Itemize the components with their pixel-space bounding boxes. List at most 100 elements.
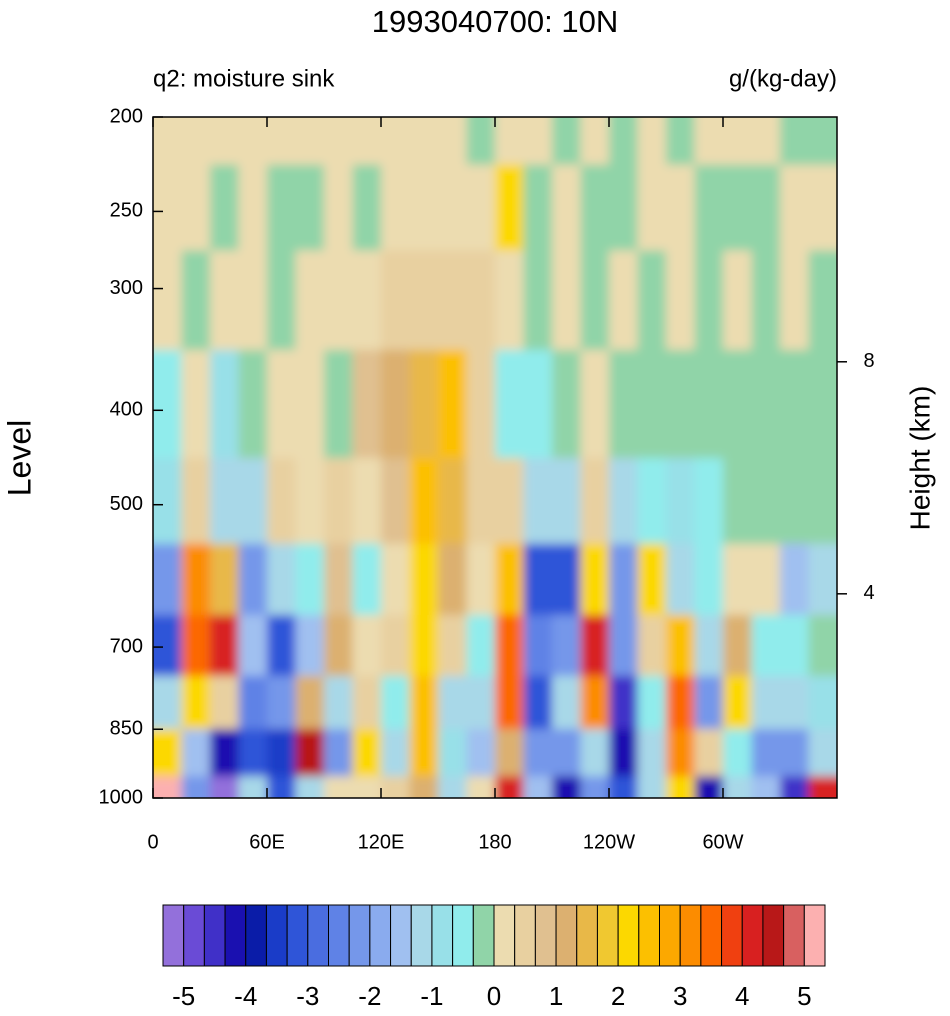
contour-cell [466,728,496,777]
contour-cell [267,675,296,730]
contour-cell [580,457,610,544]
contour-cell [295,249,325,350]
contour-cell [694,457,724,544]
contour-cell [580,543,610,615]
contour-cell [780,349,809,458]
contour-cell [694,775,724,798]
contour-cell [637,614,667,676]
colorbar-label: -4 [234,981,257,1011]
contour-cell [666,543,695,615]
contour-cell [409,249,439,350]
colorbar-label: 4 [735,981,749,1011]
contour-cell [295,457,325,544]
contour-cell [694,543,724,615]
contour-cell [181,349,211,458]
contour-cell [609,614,638,676]
contour-cell [181,117,211,165]
colorbar-box [596,904,619,967]
contour-cell [352,775,382,798]
contour-cell [181,249,211,350]
contour-cell [523,728,553,777]
contour-cell [751,728,781,777]
contour-cell [723,249,752,350]
contour-cell [808,349,837,458]
contour-cell [552,457,581,544]
contour-cell [495,614,524,676]
contour-cell [153,164,182,251]
contour-cell [210,249,239,350]
contour-cell [580,117,610,165]
contour-cell [666,614,695,676]
x-tick-label: 120E [358,831,405,853]
contour-cell [666,349,695,458]
contour-cell [523,543,553,615]
y-tick-label: 200 [110,105,143,127]
contour-cell [609,249,638,350]
colorbar-box [534,904,557,967]
contour-cell [381,614,410,676]
contour-cell [381,117,410,165]
contour-cell [181,543,211,615]
contour-cell [751,349,781,458]
contour-cell [523,249,553,350]
colorbar-box [493,904,516,967]
contour-cell [210,457,239,544]
contour-cell [780,675,809,730]
contour-cell [238,117,268,165]
contour-cell [780,614,809,676]
contour-cell [409,614,439,676]
contour-cell [352,728,382,777]
contour-cell [609,349,638,458]
contour-cell [495,457,524,544]
contour-cell [694,675,724,730]
colorbar-box [741,904,764,967]
contour-cell [438,614,467,676]
colorbar-box [162,904,185,967]
contour-cell [723,775,752,798]
contour-cell [609,117,638,165]
contour-cell [409,349,439,458]
contour-cell [495,675,524,730]
contour-cell [751,543,781,615]
contour-cell [580,614,610,676]
contour-cell [723,728,752,777]
contour-cell [352,543,382,615]
colorbar-box [514,904,536,967]
contour-cell [238,543,268,615]
contour-cell [210,775,239,798]
contour-cell [238,675,268,730]
contour-cell [438,457,467,544]
colorbar-label: -2 [358,981,381,1011]
contour-cell [153,349,182,458]
contour-cell [580,249,610,350]
x-tick-label: 60W [702,831,743,853]
contour-cell [238,164,268,251]
contour-cell [609,543,638,615]
contour-cell [723,349,752,458]
colorbar-box [762,904,785,967]
contour-cell [153,457,182,544]
contour-cell [808,457,837,544]
contour-cell [352,349,382,458]
x-tick-label: 0 [147,831,158,853]
contour-cell [181,675,211,730]
contour-cell [352,614,382,676]
contour-cell [295,675,325,730]
contour-cell [295,164,325,251]
contour-cell [438,675,467,730]
contour-cell [210,543,239,615]
colorbar-box [348,904,371,967]
contour-cell [409,728,439,777]
contour-cell [495,728,524,777]
contour-cell [324,543,353,615]
y2-axis-label: Height (km) [904,386,935,531]
contour-cell [153,614,182,676]
contour-cell [466,675,496,730]
contour-cell [666,457,695,544]
contour-cell [153,675,182,730]
contour-cell [438,117,467,165]
contour-cell [808,249,837,350]
colorbar-box [555,904,578,967]
colorbar-label: -5 [172,981,195,1011]
